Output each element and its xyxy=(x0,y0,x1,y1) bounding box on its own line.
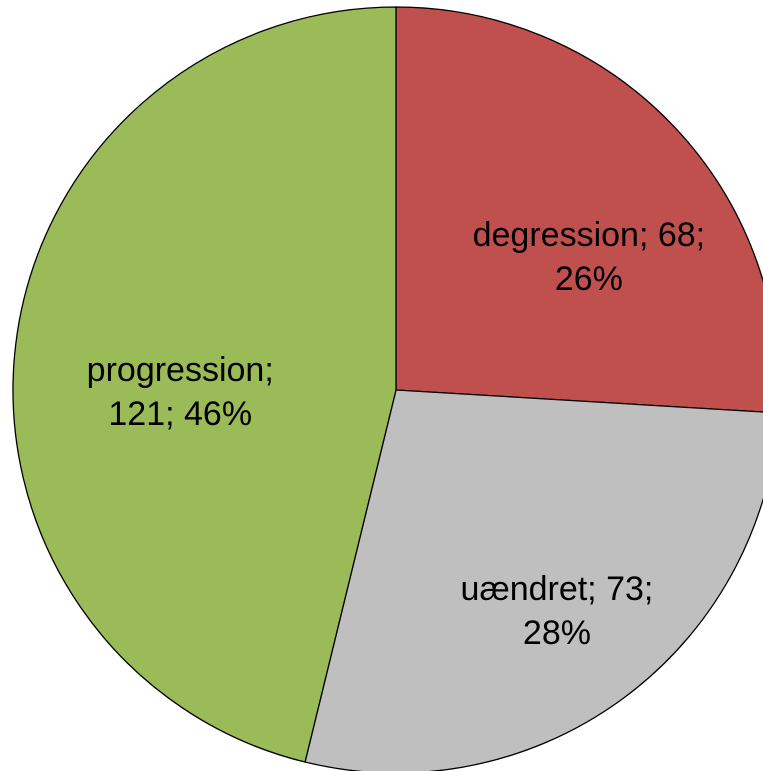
pie-slice xyxy=(395,6,763,413)
slice-label: progression; 121; 46% xyxy=(86,350,274,433)
pie-slice xyxy=(304,389,763,771)
slice-label: degression; 68; 26% xyxy=(472,216,706,299)
slice-label: uændret; 73; 28% xyxy=(460,569,654,653)
pie-slice xyxy=(12,6,397,763)
